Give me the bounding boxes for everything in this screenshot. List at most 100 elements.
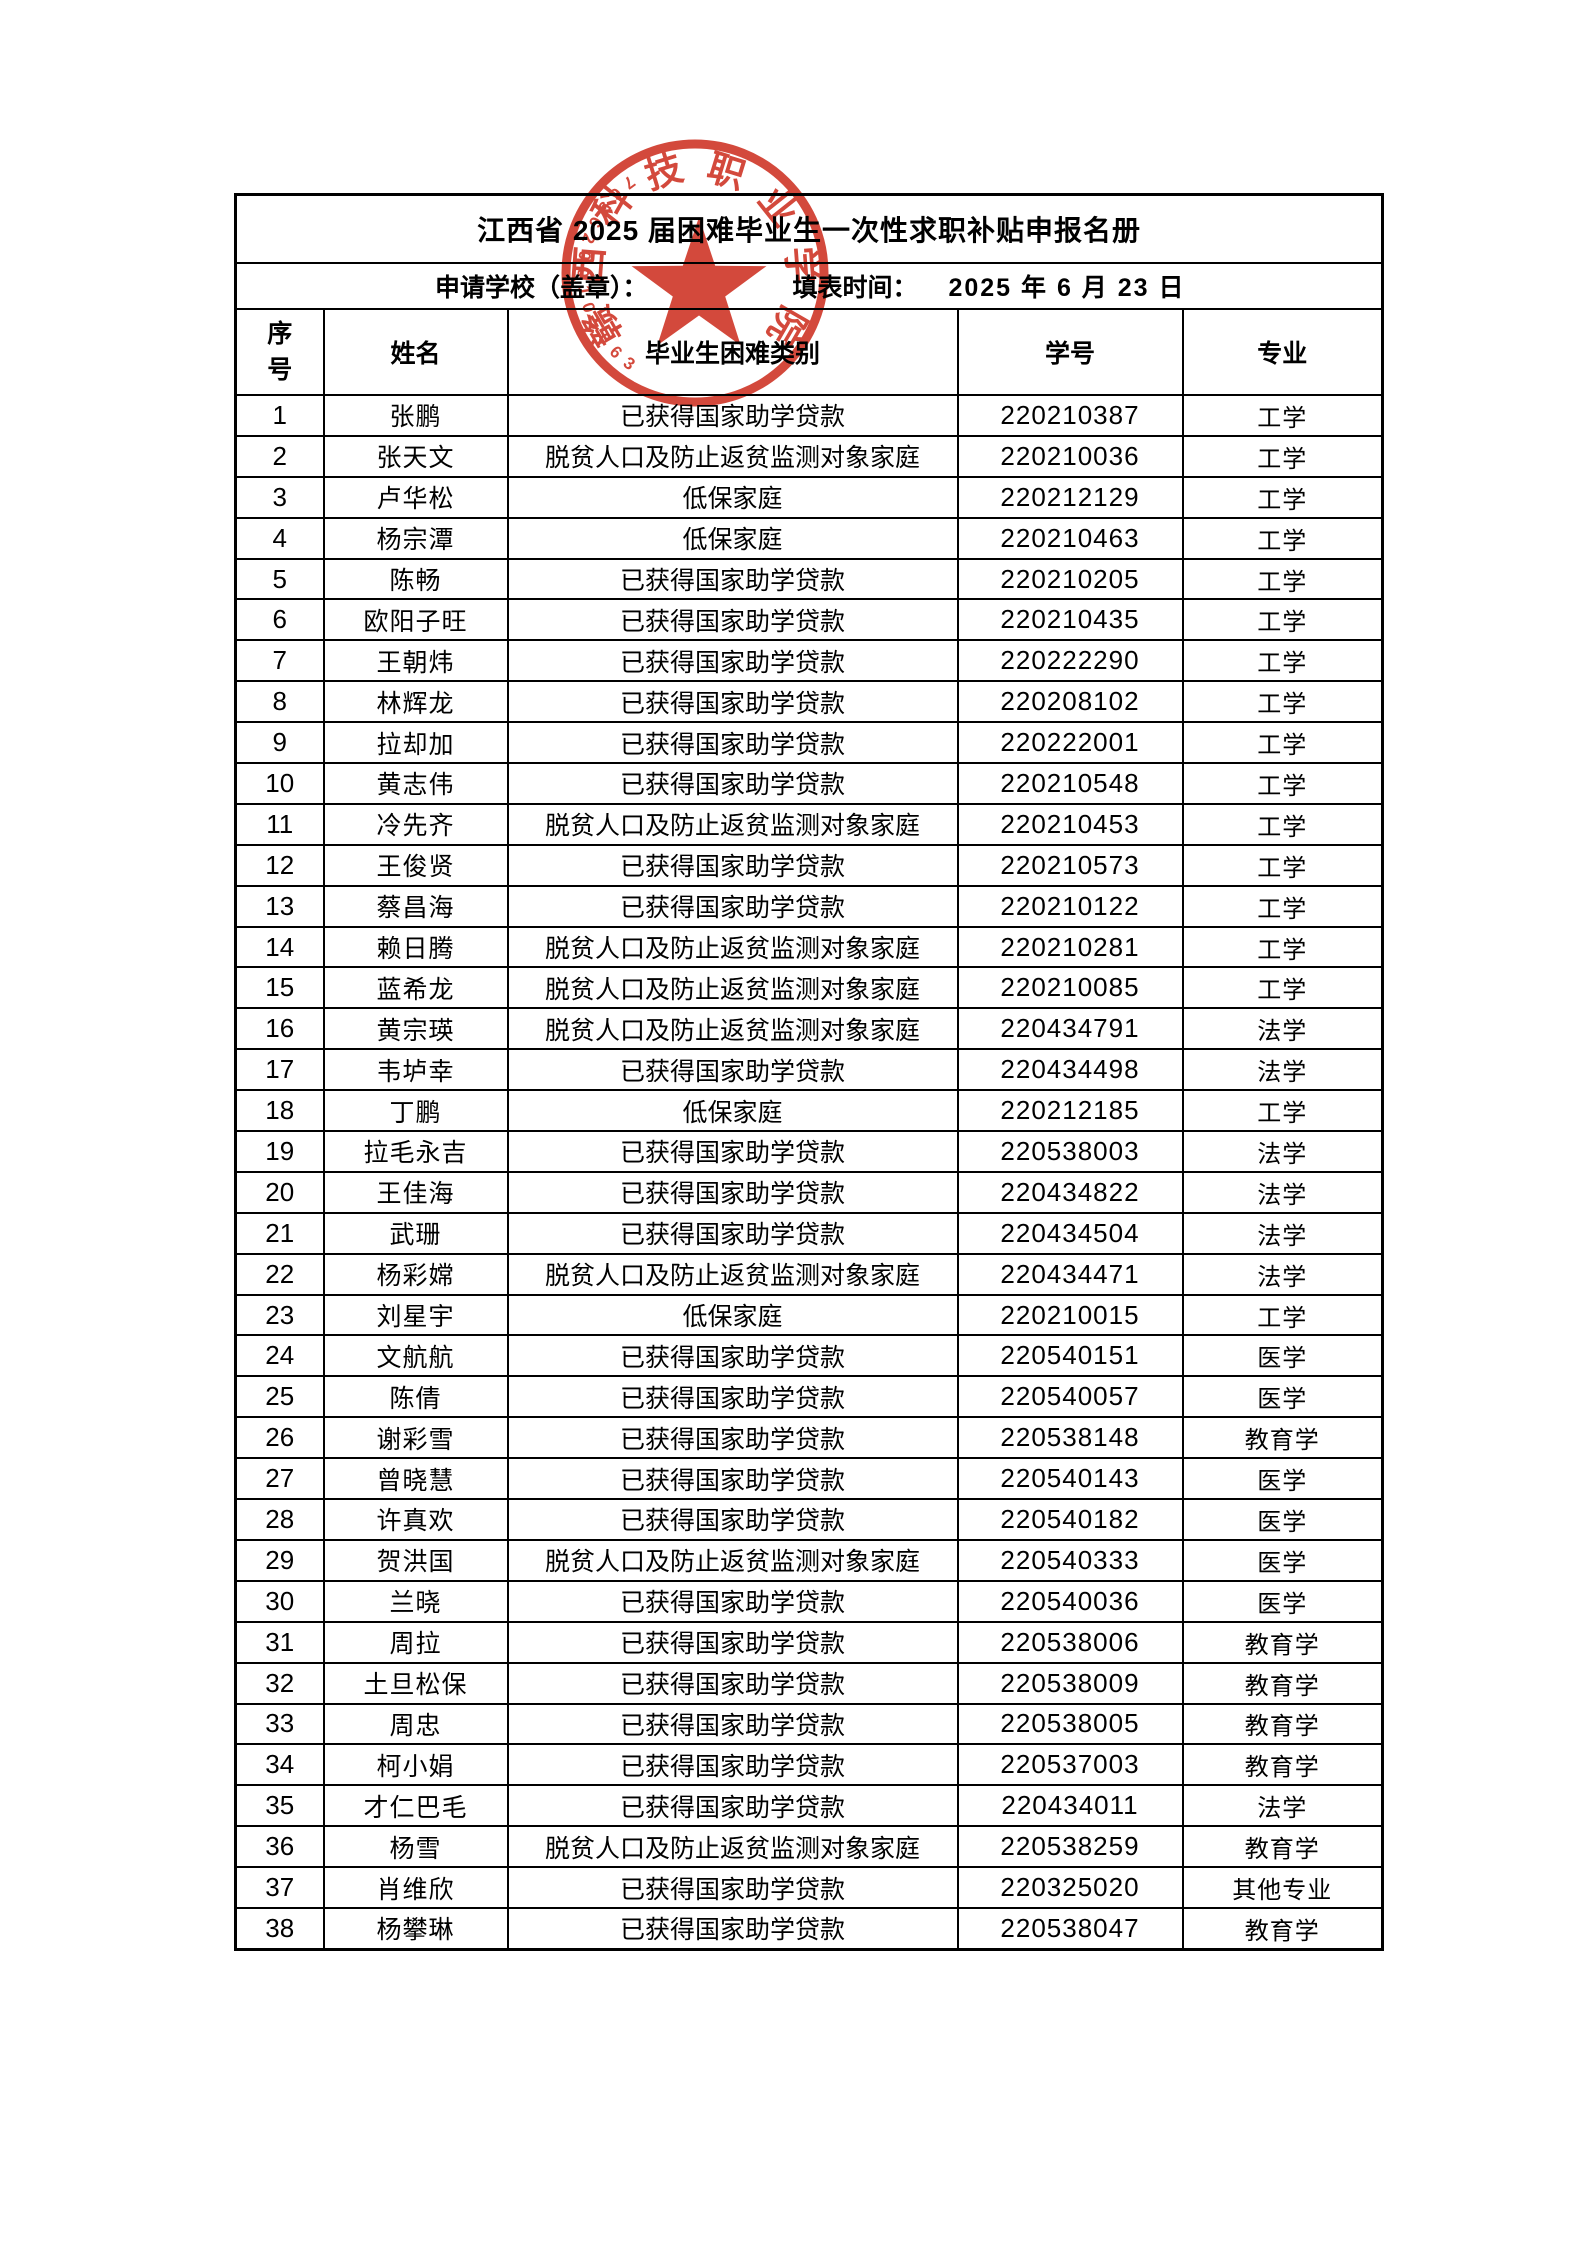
cell-major: 法学 [1181,1048,1384,1092]
cell-index: 22 [234,1252,325,1296]
table-row: 35 才仁巴毛 已获得国家助学贷款 220434011 法学 [234,1784,1384,1828]
cell-difficulty-category: 脱贫人口及防止返贫监测对象家庭 [506,1252,959,1296]
cell-name: 林辉龙 [322,680,509,724]
school-stamp-label: 申请学校（盖章）： [435,274,648,302]
cell-student-id: 220540182 [956,1498,1184,1541]
table-row: 9 拉却加 已获得国家助学贷款 220222001 工学 [234,721,1384,765]
col-header-name: 姓名 [322,308,509,396]
cell-major: 工学 [1181,762,1384,805]
cell-index: 34 [234,1743,325,1787]
cell-name: 许真欢 [322,1498,509,1541]
cell-student-id: 220222001 [956,721,1184,765]
cell-student-id: 220538047 [956,1906,1184,1951]
table-row: 30 兰晓 已获得国家助学贷款 220540036 医学 [234,1579,1384,1623]
cell-name: 杨雪 [322,1825,509,1869]
cell-major: 工学 [1181,1089,1384,1133]
cell-index: 26 [234,1416,325,1460]
cell-index: 28 [234,1498,325,1541]
fill-date-value: 2025 年 6 月 23 日 [948,274,1186,302]
cell-index: 16 [234,1007,325,1051]
cell-name: 王朝炜 [322,639,509,683]
cell-major: 医学 [1181,1375,1384,1419]
cell-difficulty-category: 已获得国家助学贷款 [506,394,959,437]
table-row: 6 欧阳子旺 已获得国家助学贷款 220210435 工学 [234,598,1384,642]
cell-student-id: 220210463 [956,516,1184,560]
cell-major: 医学 [1181,1538,1384,1582]
table-row: 2 张天文 脱贫人口及防止返贫监测对象家庭 220210036 工学 [234,434,1384,478]
cell-index: 30 [234,1579,325,1623]
cell-major: 工学 [1181,1293,1384,1337]
cell-major: 医学 [1181,1457,1384,1501]
table-row: 29 贺洪国 脱贫人口及防止返贫监测对象家庭 220540333 医学 [234,1538,1384,1582]
cell-difficulty-category: 脱贫人口及防止返贫监测对象家庭 [506,925,959,969]
cell-name: 王佳海 [322,1170,509,1214]
meta-row: 申请学校（盖章）： 填表时间： 2025 年 6 月 23 日 [234,262,1384,310]
cell-difficulty-category: 已获得国家助学贷款 [506,1579,959,1623]
cell-student-id: 220210573 [956,843,1184,887]
cell-major: 教育学 [1181,1416,1384,1460]
table-row: 32 土旦松保 已获得国家助学贷款 220538009 教育学 [234,1661,1384,1705]
table-row: 18 丁鹏 低保家庭 220212185 工学 [234,1089,1384,1133]
cell-major: 教育学 [1181,1620,1384,1664]
cell-name: 贺洪国 [322,1538,509,1582]
cell-index: 12 [234,843,325,887]
table-row: 8 林辉龙 已获得国家助学贷款 220208102 工学 [234,680,1384,724]
cell-difficulty-category: 低保家庭 [506,1293,959,1337]
cell-difficulty-category: 脱贫人口及防止返贫监测对象家庭 [506,1538,959,1582]
cell-student-id: 220208102 [956,680,1184,724]
cell-major: 教育学 [1181,1702,1384,1746]
cell-name: 张天文 [322,434,509,478]
cell-difficulty-category: 已获得国家助学贷款 [506,1170,959,1214]
cell-name: 拉却加 [322,721,509,765]
cell-student-id: 220434471 [956,1252,1184,1296]
cell-difficulty-category: 已获得国家助学贷款 [506,639,959,683]
table-row: 14 赖日腾 脱贫人口及防止返贫监测对象家庭 220210281 工学 [234,925,1384,969]
cell-name: 冷先齐 [322,802,509,846]
cell-name: 杨攀琳 [322,1906,509,1951]
cell-index: 17 [234,1048,325,1092]
roster-body: 1 张鹏 已获得国家助学贷款 220210387 工学 2 张天文 脱贫人口及防止返贫监测对象… [234,394,1384,1951]
cell-name: 卢华松 [322,475,509,519]
cell-difficulty-category: 已获得国家助学贷款 [506,1620,959,1664]
cell-student-id: 220210205 [956,557,1184,601]
cell-index: 29 [234,1538,325,1582]
cell-difficulty-category: 已获得国家助学贷款 [506,680,959,724]
cell-student-id: 220210387 [956,394,1184,437]
cell-name: 肖维欣 [322,1866,509,1909]
cell-name: 周忠 [322,1702,509,1746]
cell-major: 工学 [1181,966,1384,1010]
cell-student-id: 220537003 [956,1743,1184,1787]
cell-name: 黄宗瑛 [322,1007,509,1051]
cell-difficulty-category: 已获得国家助学贷款 [506,762,959,805]
cell-index: 9 [234,721,325,765]
cell-major: 法学 [1181,1784,1384,1828]
stamp-ring-char: 技 [640,147,687,197]
cell-difficulty-category: 低保家庭 [506,1089,959,1133]
cell-student-id: 220210435 [956,598,1184,642]
cell-index: 13 [234,884,325,928]
cell-student-id: 220212185 [956,1089,1184,1133]
cell-index: 11 [234,802,325,846]
cell-difficulty-category: 已获得国家助学贷款 [506,1211,959,1255]
cell-name: 蔡昌海 [322,884,509,928]
cell-index: 10 [234,762,325,805]
cell-index: 23 [234,1293,325,1337]
table-row: 1 张鹏 已获得国家助学贷款 220210387 工学 [234,394,1384,437]
table-row: 17 韦垆幸 已获得国家助学贷款 220434498 法学 [234,1048,1384,1092]
cell-name: 土旦松保 [322,1661,509,1705]
cell-name: 才仁巴毛 [322,1784,509,1828]
cell-name: 曾晓慧 [322,1457,509,1501]
table-row: 5 陈畅 已获得国家助学贷款 220210205 工学 [234,557,1384,601]
table-row: 21 武珊 已获得国家助学贷款 220434504 法学 [234,1211,1384,1255]
cell-name: 黄志伟 [322,762,509,805]
cell-student-id: 220212129 [956,475,1184,519]
cell-major: 医学 [1181,1579,1384,1623]
cell-index: 14 [234,925,325,969]
cell-student-id: 220434822 [956,1170,1184,1214]
table-row: 27 曾晓慧 已获得国家助学贷款 220540143 医学 [234,1457,1384,1501]
cell-difficulty-category: 已获得国家助学贷款 [506,1498,959,1541]
cell-student-id: 220210122 [956,884,1184,928]
cell-student-id: 220540057 [956,1375,1184,1419]
cell-difficulty-category: 已获得国家助学贷款 [506,1375,959,1419]
